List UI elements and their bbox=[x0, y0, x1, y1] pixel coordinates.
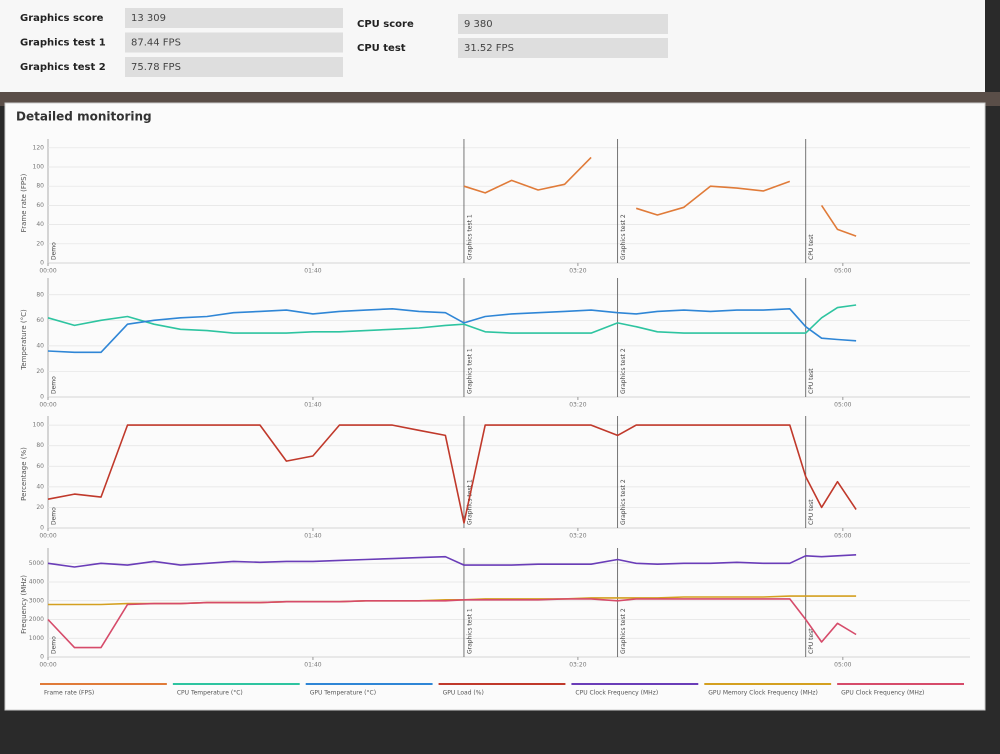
legend-label: GPU Temperature (°C) bbox=[310, 690, 376, 697]
legend-label: GPU Load (%) bbox=[443, 690, 484, 697]
x-tick-label: 03:20 bbox=[569, 402, 586, 409]
x-tick-label: 05:00 bbox=[834, 268, 851, 275]
phase-label: Demo bbox=[51, 376, 58, 394]
y-tick-label: 60 bbox=[36, 202, 44, 209]
score-box bbox=[458, 38, 668, 58]
phase-label: Graphics test 2 bbox=[620, 608, 627, 654]
score-box bbox=[458, 14, 668, 34]
y-tick-label: 20 bbox=[36, 504, 44, 511]
x-tick-label: 01:40 bbox=[304, 402, 321, 409]
phase-label: Graphics test 1 bbox=[466, 479, 473, 525]
series-line bbox=[47, 554, 857, 568]
y-tick-label: 4000 bbox=[29, 579, 44, 586]
phase-label: Graphics test 2 bbox=[620, 214, 627, 260]
y-tick-label: 60 bbox=[36, 463, 44, 470]
series-line bbox=[47, 424, 857, 524]
y-tick-label: 80 bbox=[36, 291, 44, 298]
y-tick-label: 60 bbox=[36, 317, 44, 324]
phase-label: Graphics test 1 bbox=[466, 214, 473, 260]
phase-label: CPU test bbox=[808, 628, 815, 654]
x-tick-label: 03:20 bbox=[569, 268, 586, 275]
x-tick-label: 05:00 bbox=[834, 662, 851, 669]
x-tick-label: 01:40 bbox=[304, 268, 321, 275]
series-line bbox=[47, 598, 857, 649]
phase-label: Graphics test 1 bbox=[466, 348, 473, 394]
legend-label: CPU Temperature (°C) bbox=[177, 690, 243, 697]
x-tick-label: 05:00 bbox=[834, 402, 851, 409]
score-box bbox=[125, 8, 343, 28]
series-line bbox=[463, 156, 857, 237]
y-tick-label: 40 bbox=[36, 342, 44, 349]
y-tick-label: 120 bbox=[33, 144, 45, 151]
score-value: 87.44 FPS bbox=[131, 38, 181, 49]
y-tick-label: 40 bbox=[36, 483, 44, 490]
phase-label: CPU test bbox=[808, 499, 815, 525]
y-tick-label: 40 bbox=[36, 221, 44, 228]
phase-label: Graphics test 1 bbox=[466, 608, 473, 654]
panel-title: Detailed monitoring bbox=[16, 110, 152, 124]
x-tick-label: 05:00 bbox=[834, 533, 851, 540]
phase-label: Demo bbox=[51, 636, 58, 654]
phase-label: CPU test bbox=[808, 234, 815, 260]
legend-label: CPU Clock Frequency (MHz) bbox=[575, 690, 658, 697]
x-tick-label: 03:20 bbox=[569, 533, 586, 540]
y-tick-label: 0 bbox=[40, 654, 44, 661]
y-axis-title: Percentage (%) bbox=[20, 447, 28, 501]
x-tick-label: 01:40 bbox=[304, 533, 321, 540]
score-label: Graphics test 1 bbox=[20, 38, 106, 49]
x-tick-label: 00:00 bbox=[39, 402, 56, 409]
score-label: CPU test bbox=[357, 43, 406, 54]
x-tick-label: 00:00 bbox=[39, 662, 56, 669]
legend-label: GPU Memory Clock Frequency (MHz) bbox=[708, 690, 818, 697]
y-tick-label: 3000 bbox=[29, 597, 44, 604]
score-value: 9 380 bbox=[464, 19, 493, 30]
y-tick-label: 5000 bbox=[29, 560, 44, 567]
y-axis-title: Frame rate (FPS) bbox=[20, 173, 28, 232]
y-tick-label: 0 bbox=[40, 525, 44, 532]
legend-label: GPU Clock Frequency (MHz) bbox=[841, 690, 924, 697]
phase-label: Demo bbox=[51, 242, 58, 260]
y-tick-label: 80 bbox=[36, 442, 44, 449]
x-tick-label: 00:00 bbox=[39, 268, 56, 275]
y-tick-label: 0 bbox=[40, 260, 44, 267]
legend-label: Frame rate (FPS) bbox=[44, 690, 94, 697]
y-tick-label: 20 bbox=[36, 240, 44, 247]
monitoring-panel bbox=[4, 102, 986, 711]
y-axis-title: Temperature (°C) bbox=[20, 309, 28, 371]
phase-label: Demo bbox=[51, 507, 58, 525]
phase-label: Graphics test 2 bbox=[620, 479, 627, 525]
y-tick-label: 100 bbox=[33, 422, 45, 429]
x-tick-label: 00:00 bbox=[39, 533, 56, 540]
score-value: 75.78 FPS bbox=[131, 62, 181, 73]
score-box bbox=[125, 57, 343, 77]
y-tick-label: 80 bbox=[36, 183, 44, 190]
score-value: 13 309 bbox=[131, 13, 166, 24]
series-line bbox=[47, 308, 857, 354]
y-tick-label: 20 bbox=[36, 368, 44, 375]
score-label: Graphics test 2 bbox=[20, 62, 106, 73]
score-label: CPU score bbox=[357, 19, 414, 30]
series-line bbox=[47, 304, 857, 334]
score-value: 31.52 FPS bbox=[464, 43, 514, 54]
y-tick-label: 1000 bbox=[29, 635, 44, 642]
score-label: Graphics score bbox=[20, 13, 104, 24]
x-tick-label: 01:40 bbox=[304, 662, 321, 669]
y-tick-label: 0 bbox=[40, 394, 44, 401]
y-axis-title: Frequency (MHz) bbox=[20, 575, 28, 634]
y-tick-label: 100 bbox=[33, 164, 45, 171]
phase-label: Graphics test 2 bbox=[620, 348, 627, 394]
x-tick-label: 03:20 bbox=[569, 662, 586, 669]
y-tick-label: 2000 bbox=[29, 616, 44, 623]
score-box bbox=[125, 32, 343, 53]
phase-label: CPU test bbox=[808, 368, 815, 394]
